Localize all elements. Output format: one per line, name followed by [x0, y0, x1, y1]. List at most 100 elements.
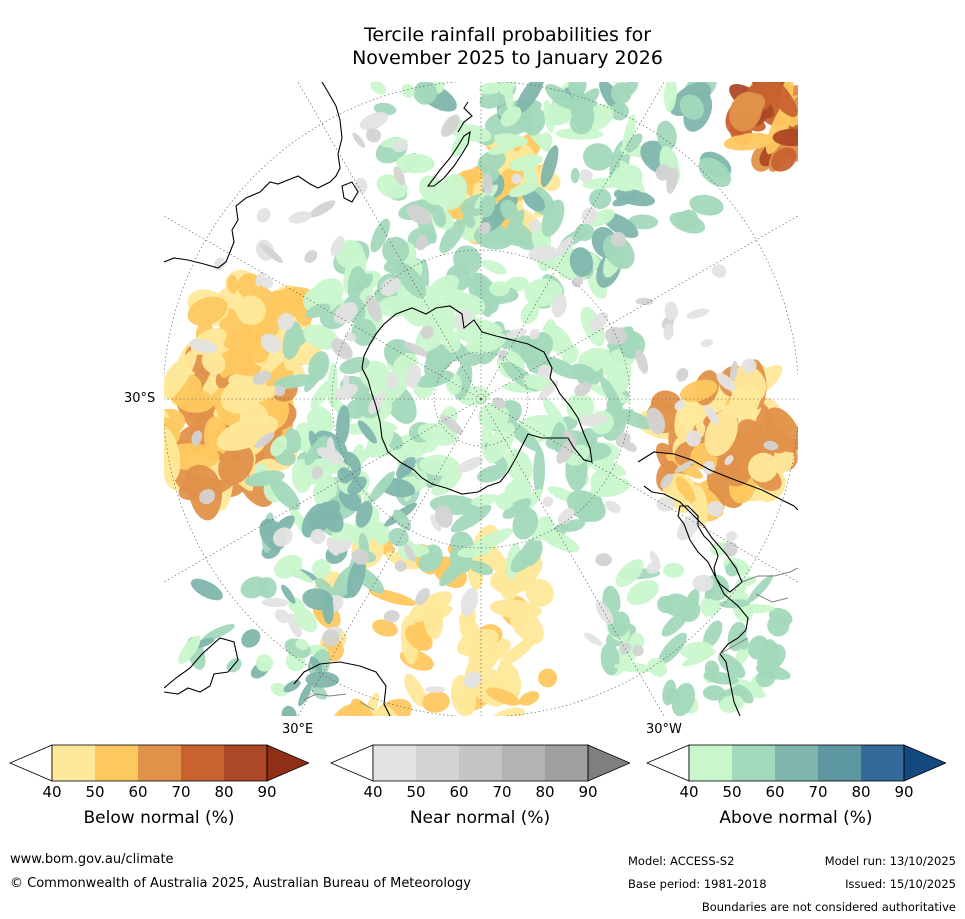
near-normal-probability-patch	[686, 308, 710, 319]
near-normal-probability-patch	[425, 686, 446, 693]
above-normal-probability-patch	[614, 662, 654, 673]
below-normal-probability-patch	[201, 350, 226, 375]
colorbar-tick-label: 50	[85, 783, 105, 801]
below-normal-probability-patch	[218, 443, 254, 485]
near-normal-probability-patch	[712, 264, 727, 278]
above-normal-probability-patch	[590, 477, 631, 498]
above-normal-probability-patch	[566, 393, 595, 422]
above-normal-probability-patch	[485, 422, 515, 464]
below-normal-probability-patch	[519, 691, 540, 706]
below-normal-probability-patch	[675, 476, 696, 503]
near-normal-probability-patch	[260, 333, 282, 354]
above-normal-probability-patch	[663, 82, 677, 112]
near-normal-probability-patch	[649, 551, 661, 567]
below-normal-probability-patch	[187, 296, 228, 326]
above-normal-probability-patch	[370, 218, 390, 253]
above-normal-probability-patch	[680, 641, 713, 659]
above-normal-probability-patch	[304, 435, 328, 466]
colorbar-below-over-triangle	[266, 744, 309, 782]
near-normal-probability-patch	[583, 632, 603, 646]
colorbar-near-segment	[459, 745, 502, 781]
above-normal-probability-patch	[717, 653, 746, 678]
colorbar-above-segment	[732, 745, 775, 781]
above-normal-probability-patch	[357, 420, 377, 444]
above-normal-probability-patch	[270, 435, 288, 457]
colorbar-above-under-triangle	[646, 744, 690, 782]
above-normal-probability-patch	[599, 375, 624, 414]
above-normal-probability-patch	[416, 370, 454, 388]
above-normal-probability-patch	[492, 133, 528, 148]
above-normal-probability-patch	[284, 428, 302, 454]
near-normal-probability-patch	[674, 460, 694, 473]
above-normal-probability-patch	[589, 188, 612, 210]
near-normal-probability-patch	[511, 173, 522, 184]
near-normal-probability-patch	[492, 397, 506, 409]
australia-coastline	[164, 82, 343, 269]
above-normal-probability-patch	[586, 457, 627, 477]
above-normal-probability-patch	[241, 629, 261, 648]
above-normal-probability-patch	[522, 188, 545, 212]
rainfall-probability-map	[164, 82, 798, 716]
colorbar-near-segment	[545, 745, 588, 781]
above-normal-probability-patch	[302, 588, 334, 611]
above-normal-probability-patch	[768, 607, 793, 627]
above-normal-probability-patch	[478, 402, 510, 430]
above-normal-probability-patch	[610, 82, 632, 105]
near-normal-probability-patch	[304, 250, 318, 264]
colorbar-above-segment	[689, 745, 732, 781]
near-normal-probability-patch	[365, 128, 382, 143]
colorbar-near-title: Near normal (%)	[409, 808, 551, 828]
above-normal-probability-patch	[508, 181, 539, 198]
above-normal-probability-patch	[393, 509, 412, 531]
above-normal-probability-patch	[305, 671, 340, 688]
model-text: Model: ACCESS-S2	[628, 854, 735, 868]
near-normal-probability-patch	[430, 514, 442, 532]
above-normal-probability-patch	[611, 164, 643, 192]
below-normal-probability-patch	[772, 128, 798, 147]
above-normal-probability-patch	[502, 498, 532, 519]
above-normal-probability-patch	[625, 133, 643, 153]
probability-fields	[164, 82, 798, 716]
above-normal-probability-patch	[281, 584, 296, 604]
near-normal-probability-patch	[763, 440, 779, 451]
colorbar-near-segment	[373, 745, 416, 781]
below-normal-probability-patch	[729, 365, 767, 405]
above-normal-probability-patch	[571, 363, 598, 380]
below-normal-probability-patch	[259, 290, 285, 342]
above-normal-probability-patch	[308, 351, 330, 382]
near-normal-probability-patch	[326, 537, 340, 556]
above-normal-probability-patch	[489, 280, 511, 297]
above-normal-probability-patch	[488, 142, 516, 155]
above-normal-probability-patch	[589, 208, 615, 227]
above-normal-probability-patch	[388, 527, 409, 547]
near-normal-probability-patch	[392, 140, 408, 153]
near-normal-probability-patch	[333, 302, 358, 324]
south-america-border	[719, 567, 798, 655]
above-normal-probability-patch	[622, 114, 636, 155]
near-normal-probability-patch	[354, 177, 368, 194]
above-normal-probability-patch	[270, 682, 288, 697]
colorbar-below-title: Below normal (%)	[83, 808, 235, 828]
above-normal-probability-patch	[570, 94, 595, 131]
below-normal-probability-patch	[185, 464, 220, 497]
above-normal-probability-patch	[477, 150, 506, 173]
above-normal-probability-patch	[431, 468, 463, 496]
above-normal-probability-patch	[310, 284, 343, 304]
map-title: Tercile rainfall probabilities for Novem…	[0, 24, 965, 70]
below-normal-probability-patch	[385, 551, 420, 570]
colorbar-below-segment	[224, 745, 267, 781]
website-link[interactable]: www.bom.gov.au/climate	[10, 852, 174, 867]
near-normal-probability-patch	[440, 415, 463, 435]
near-normal-probability-patch	[676, 514, 700, 541]
colorbar-tick-label: 40	[679, 783, 699, 801]
above-normal-probability-patch	[365, 443, 391, 458]
near-normal-probability-patch	[589, 312, 609, 333]
near-normal-probability-patch	[287, 613, 302, 638]
near-normal-probability-patch	[344, 332, 357, 342]
below-normal-probability-patch	[350, 698, 379, 716]
near-normal-probability-patch	[554, 236, 574, 257]
south-america-coastline	[637, 451, 798, 716]
above-normal-probability-patch	[354, 273, 374, 293]
near-normal-probability-patch	[252, 370, 272, 385]
